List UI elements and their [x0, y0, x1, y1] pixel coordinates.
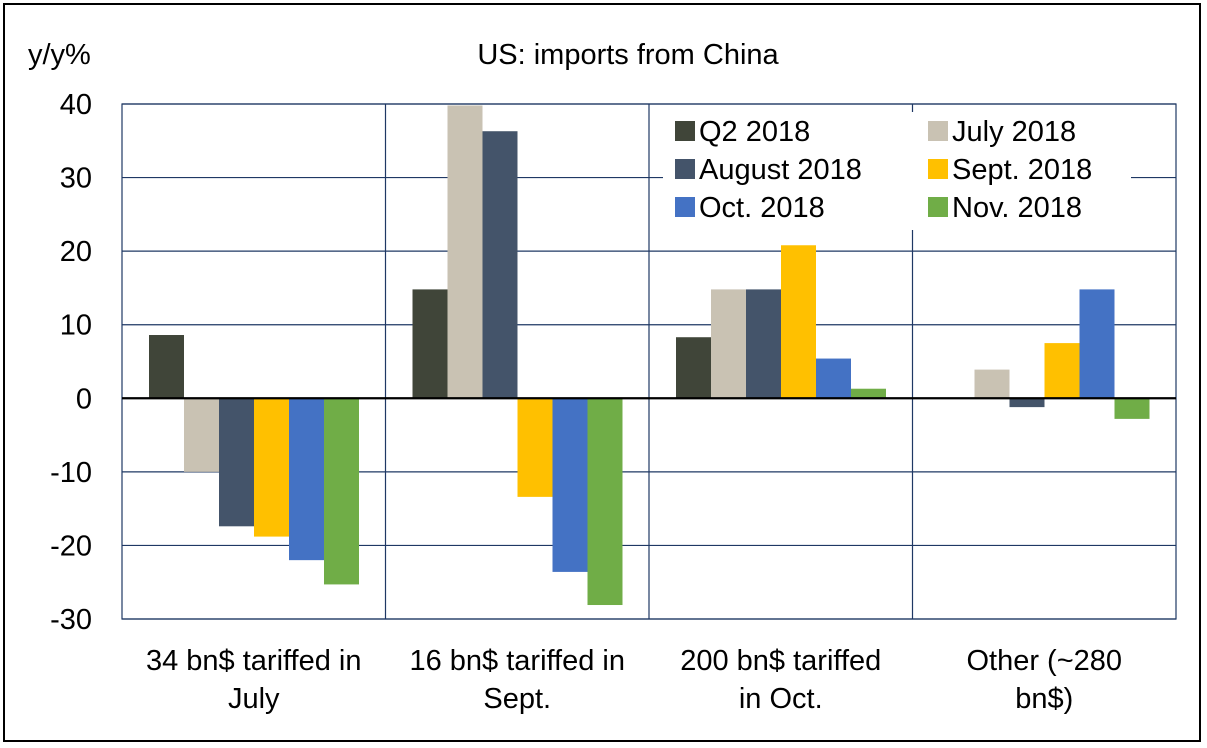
legend-swatch [928, 121, 948, 141]
legend-label: Q2 2018 [699, 116, 810, 148]
legend-label: Nov. 2018 [952, 192, 1082, 224]
bar [289, 398, 324, 561]
bar [1114, 398, 1150, 419]
bar [149, 335, 184, 399]
y-tick-label: 20 [60, 236, 92, 268]
bar [746, 289, 781, 399]
bar [324, 398, 359, 585]
legend-background [663, 112, 1131, 230]
bar [482, 131, 518, 399]
legend-swatch [928, 197, 948, 217]
bar [676, 337, 711, 399]
x-category-label: 34 bn$ tariffed in [146, 645, 362, 677]
bar [412, 289, 448, 399]
bar [1044, 343, 1080, 399]
x-category-label: Other (~280 [966, 645, 1122, 677]
legend-label: August 2018 [699, 154, 862, 186]
legend-swatch [675, 197, 695, 217]
bar [219, 398, 254, 527]
x-category-label: July [228, 683, 280, 715]
bar [974, 369, 1010, 399]
bar [711, 289, 746, 399]
bar [447, 105, 483, 399]
bar [552, 398, 588, 572]
legend-swatch [675, 121, 695, 141]
y-tick-label: 40 [60, 89, 92, 121]
bar [816, 358, 851, 399]
bar [184, 398, 219, 472]
y-tick-label: -20 [50, 530, 92, 562]
x-category-label: in Oct. [739, 683, 823, 715]
bar [1079, 289, 1115, 399]
bar [1009, 398, 1045, 408]
y-tick-label: 10 [60, 310, 92, 342]
bar [781, 245, 816, 399]
legend-label: July 2018 [952, 116, 1076, 148]
x-category-label: 16 bn$ tariffed in [409, 645, 625, 677]
plot-area-border [121, 103, 1177, 620]
legend-label: Sept. 2018 [952, 154, 1092, 186]
chart-title: US: imports from China [477, 39, 779, 71]
bar [254, 398, 289, 537]
y-tick-label: 30 [60, 163, 92, 195]
x-category-label: bn$) [1015, 683, 1073, 715]
x-category-label: Sept. [483, 683, 551, 715]
legend-swatch [928, 159, 948, 179]
y-tick-label: -30 [50, 604, 92, 636]
legend-label: Oct. 2018 [699, 192, 825, 224]
y-tick-label: 0 [76, 383, 92, 415]
chart-frame [3, 3, 1201, 742]
y-axis-label: y/y% [28, 39, 91, 71]
y-tick-label: -10 [50, 457, 92, 489]
x-category-label: 200 bn$ tariffed [680, 645, 881, 677]
legend-swatch [675, 159, 695, 179]
bar [851, 388, 886, 399]
bar [517, 398, 553, 497]
bar [587, 398, 623, 606]
